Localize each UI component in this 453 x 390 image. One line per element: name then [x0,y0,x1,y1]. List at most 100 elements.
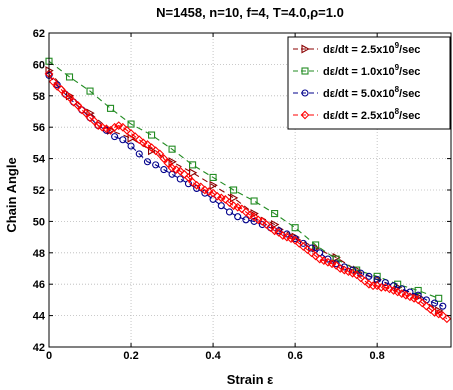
data-point [257,217,267,226]
y-tick-label: 50 [33,216,45,228]
data-point [282,232,292,242]
legend-entry-3: dε/dt = 2.5x108/sec [323,107,420,122]
data-point [122,125,132,135]
data-point [274,228,284,237]
data-point [81,108,91,118]
data-point [69,97,78,107]
data-point [435,306,444,316]
data-point [291,224,299,232]
data-point [380,282,390,292]
legend-marker [301,67,309,75]
data-point [86,87,94,95]
data-point [225,208,234,216]
data-point [148,131,156,139]
data-point [352,270,362,280]
data-point [111,133,119,141]
x-axis-label: Strain ε [227,372,274,387]
data-point [93,121,103,131]
data-point [110,122,120,132]
legend-label-part: dε/dt = 2.5x10 [323,44,395,56]
data-point [126,129,136,138]
data-point [225,198,234,207]
data-point [385,284,394,294]
data-point [323,257,333,267]
y-tick-label: 48 [33,248,45,260]
data-point [340,263,348,271]
data-point [127,142,135,150]
x-tick-label: 0 [46,350,52,362]
data-point [397,289,407,298]
legend-entry-1: dε/dt = 1.0x109/sec [323,63,420,78]
data-point [431,299,439,307]
y-tick-label: 42 [33,342,45,354]
y-tick-label: 58 [33,91,45,103]
legend-entry-0: dε/dt = 2.5x109/sec [323,41,420,56]
data-point [212,191,222,201]
x-tick-label: 0.2 [123,350,138,362]
x-tick-label: 0.8 [370,350,385,362]
data-point [171,165,181,174]
data-point [118,122,128,132]
data-point [159,154,169,163]
data-point [250,217,258,225]
data-point [290,235,300,245]
legend-marker [300,110,310,120]
legend-entry-2: dε/dt = 5.0x108/sec [323,85,420,100]
data-point [208,188,218,198]
data-point [307,244,316,252]
data-point [97,122,107,132]
y-tick-label: 52 [33,185,45,197]
data-point [430,308,439,317]
legend-label-part: dε/dt = 5.0x10 [323,88,395,100]
data-point [442,314,452,324]
data-point [114,121,124,131]
data-point [409,293,419,303]
data-point [253,215,263,225]
data-point [217,202,225,210]
data-point [176,175,184,183]
data-point [163,158,173,168]
data-point [143,158,151,166]
data-point [216,193,226,203]
data-point [102,124,111,134]
data-point [262,220,271,229]
legend-label-part: /sec [399,66,420,78]
data-point [151,146,161,156]
data-point [360,276,370,286]
data-point [405,292,415,302]
data-point [372,281,382,291]
series-1 [45,57,443,302]
data-point [331,260,341,270]
data-point [89,116,99,126]
data-point [196,182,206,192]
data-point [245,210,255,220]
data-point [221,195,230,204]
data-point [242,216,250,224]
data-point [56,85,66,94]
legend-exponent: 8 [395,85,400,94]
data-point [200,185,210,195]
legend-exponent: 9 [395,41,400,50]
data-point [65,73,74,81]
data-point [250,209,259,219]
data-point [209,173,217,181]
data-point [271,210,279,218]
y-tick-label: 46 [33,279,45,291]
data-point [324,255,332,263]
data-point [188,177,197,187]
y-axis-label: Chain Angle [4,157,19,232]
data-point [315,254,325,264]
data-point [130,132,140,141]
x-tick-label: 0.6 [287,350,302,362]
data-point [192,180,202,190]
y-tick-label: 60 [33,59,45,71]
data-point [283,230,291,238]
legend-label-part: dε/dt = 1.0x10 [323,66,395,78]
data-point [250,197,258,205]
data-point [364,279,374,289]
data-point [434,309,444,319]
data-point [119,136,127,144]
data-point [152,161,160,169]
data-point [189,161,197,169]
